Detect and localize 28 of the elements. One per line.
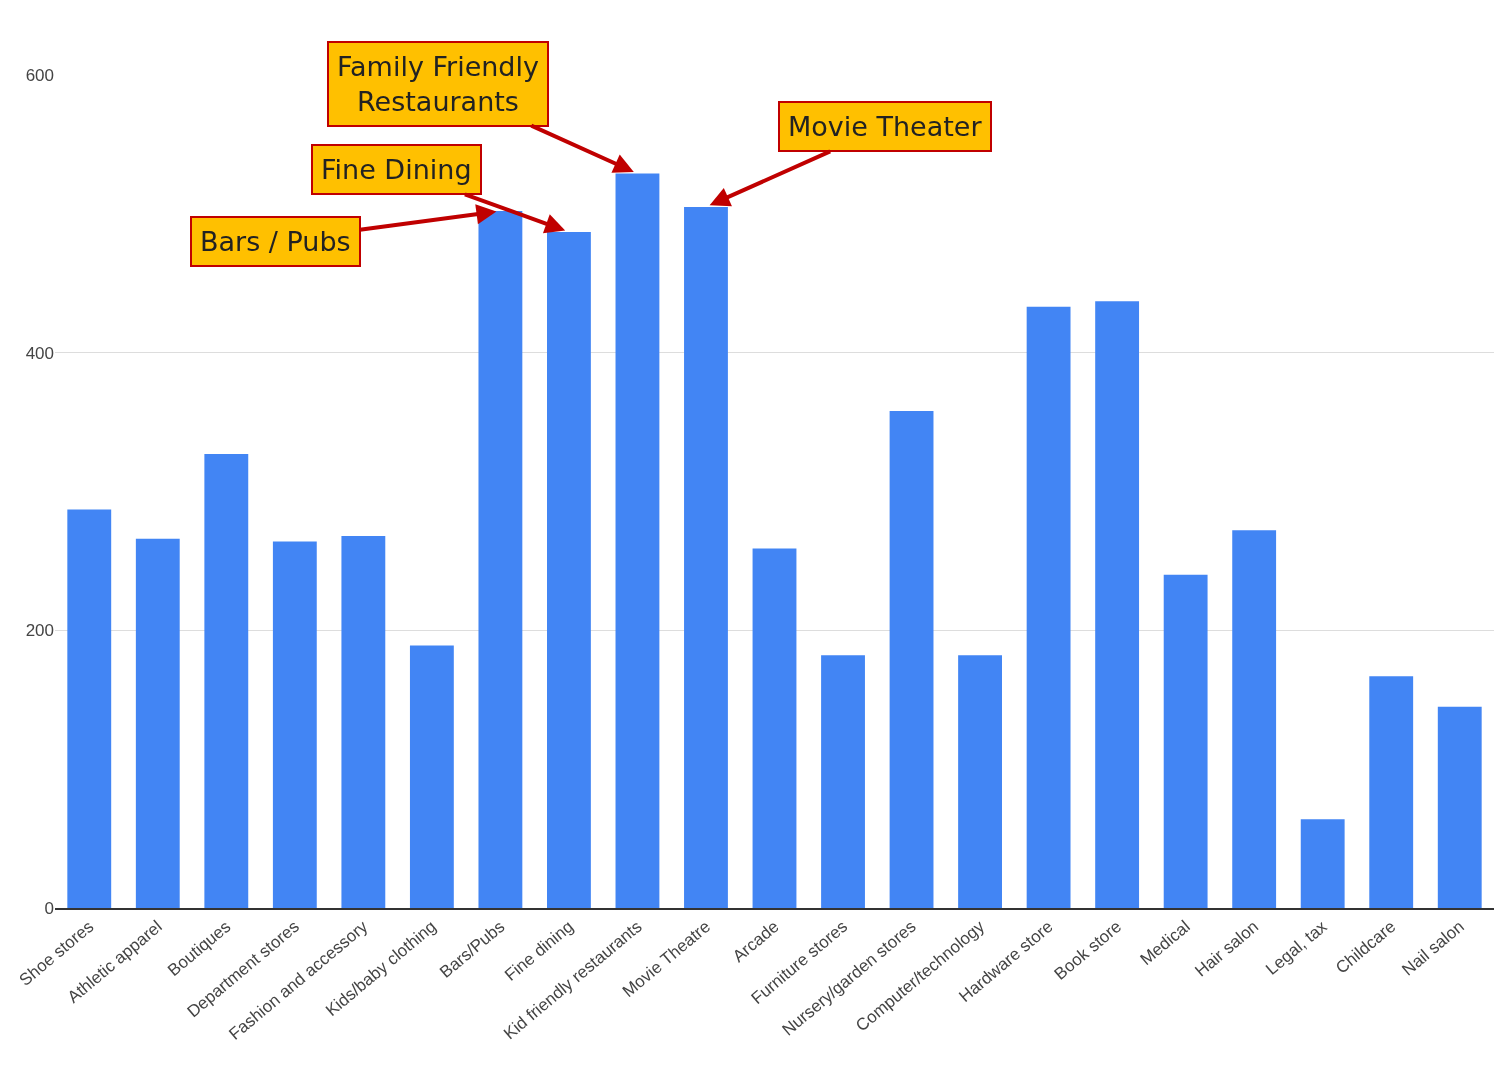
annotation: Bars / Pubs (200, 226, 351, 257)
annotation: Movie Theater (788, 111, 983, 142)
bar (684, 206, 728, 908)
bar (1095, 301, 1140, 908)
y-tick-label: 200 (25, 621, 54, 641)
bar (341, 535, 386, 908)
bar (409, 645, 454, 908)
bar (67, 509, 112, 908)
annotation: Family Friendly Restaurants (337, 51, 539, 118)
annotation: Fine Dining (321, 154, 472, 185)
y-tick-label: 0 (44, 898, 54, 918)
bar (889, 410, 934, 908)
bar (958, 655, 1002, 908)
bar (1232, 530, 1277, 908)
bar (615, 173, 660, 908)
bar (1300, 819, 1345, 908)
y-tick-label: 600 (25, 65, 54, 85)
bar (135, 538, 180, 908)
bar (272, 541, 317, 908)
bar (1369, 676, 1414, 908)
bar (821, 655, 865, 908)
bar (752, 548, 797, 908)
bar (1163, 574, 1208, 908)
y-tick-label: 400 (25, 343, 54, 363)
bar (1026, 306, 1071, 908)
bar (547, 231, 591, 908)
bar (1437, 706, 1482, 908)
bar (204, 454, 249, 908)
